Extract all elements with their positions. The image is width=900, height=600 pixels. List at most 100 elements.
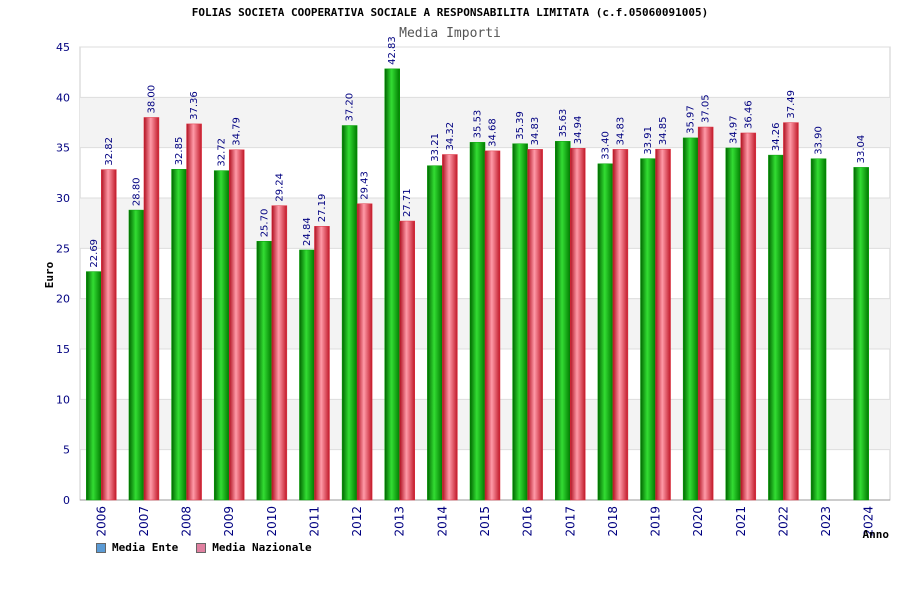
- y-tick-label: 30: [56, 192, 70, 205]
- bar-media-nazionale: [527, 149, 543, 501]
- x-tick-label: 2006: [94, 506, 108, 537]
- value-label-media-ente: 33.91: [643, 126, 654, 155]
- y-tick-label: 0: [63, 494, 70, 507]
- bar-media-ente: [682, 137, 699, 501]
- x-tick-label: 2012: [350, 506, 364, 537]
- legend-label-nazionale: Media Nazionale: [212, 541, 312, 554]
- value-label-media-ente: 35.39: [515, 111, 526, 140]
- bar-media-nazionale: [314, 226, 330, 501]
- value-label-media-nazionale: 37.49: [786, 90, 797, 119]
- value-label-media-ente: 35.53: [473, 110, 484, 139]
- x-tick-label: 2020: [691, 506, 705, 537]
- x-tick-label: 2021: [734, 506, 748, 537]
- chart-subtitle: Media Importi: [399, 26, 501, 41]
- value-label-media-ente: 34.26: [771, 122, 782, 151]
- bar-media-ente: [213, 170, 230, 501]
- value-label-media-nazionale: 34.68: [488, 118, 499, 147]
- y-tick-label: 45: [56, 41, 70, 54]
- bar-media-nazionale: [612, 149, 629, 501]
- legend-swatch-nazionale: [196, 542, 207, 553]
- bar-media-ente: [427, 165, 443, 501]
- bar-media-nazionale: [271, 205, 288, 501]
- bar-media-ente: [640, 158, 656, 501]
- value-label-media-nazionale: 34.79: [232, 117, 243, 146]
- bar-media-nazionale: [442, 154, 458, 501]
- x-axis-ticks: 2006 2007 2008 2009 2010 2011 2012 2013 2014 2015…: [94, 506, 875, 537]
- value-label-media-ente: 32.85: [174, 137, 185, 166]
- value-label-media-ente: 35.63: [558, 109, 569, 138]
- legend-item-nazionale: Media Nazionale: [196, 541, 312, 554]
- bar-media-nazionale: [399, 220, 415, 501]
- bar-media-nazionale: [186, 123, 202, 501]
- bar-media-ente: [299, 249, 315, 501]
- bar-media-ente: [512, 143, 528, 501]
- value-label-media-ente: 33.21: [430, 133, 441, 162]
- y-axis-ticks: 0 5 10 15 20 25 30 35 40 45: [56, 41, 70, 507]
- bar-media-ente: [555, 141, 571, 501]
- y-tick-label: 25: [56, 242, 70, 255]
- x-tick-label: 2019: [649, 506, 663, 537]
- value-label-media-nazionale: 34.85: [658, 117, 669, 146]
- bar-media-nazionale: [783, 122, 799, 501]
- value-label-media-nazionale: 34.94: [573, 116, 584, 145]
- bar-media-nazionale: [143, 117, 160, 501]
- bar-media-nazionale: [356, 203, 373, 501]
- y-axis-label: Euro: [43, 261, 56, 288]
- bar-media-ente: [725, 147, 742, 501]
- value-label-media-nazionale: 29.43: [360, 171, 371, 200]
- legend-item-ente: Media Ente: [96, 541, 178, 554]
- x-tick-label: 2015: [478, 506, 492, 537]
- value-label-media-ente: 34.97: [728, 115, 739, 144]
- x-tick-label: 2013: [393, 506, 407, 537]
- bar-media-nazionale: [740, 132, 757, 501]
- y-tick-label: 20: [56, 293, 70, 306]
- bar-media-nazionale: [228, 149, 245, 501]
- y-tick-label: 15: [56, 343, 70, 356]
- value-label-media-nazionale: 32.82: [104, 137, 115, 166]
- y-tick-label: 40: [56, 91, 70, 104]
- value-label-media-ente: 32.72: [217, 138, 228, 167]
- bar-media-ente: [810, 158, 827, 501]
- chart-title: FOLIAS SOCIETA COOPERATIVA SOCIALE A RES…: [192, 6, 709, 19]
- bar-media-ente: [768, 154, 784, 501]
- value-label-media-ente: 42.83: [387, 36, 398, 65]
- x-axis-label: Anno: [863, 528, 890, 541]
- x-tick-label: 2010: [265, 506, 279, 537]
- value-label-media-nazionale: 34.83: [615, 117, 626, 146]
- value-label-media-nazionale: 29.24: [274, 173, 285, 202]
- value-label-media-ente: 37.20: [345, 93, 356, 122]
- value-label-media-ente: 35.97: [686, 105, 697, 134]
- x-tick-label: 2024: [862, 506, 876, 537]
- legend: Media Ente Media Nazionale: [96, 541, 312, 554]
- bar-media-nazionale: [570, 148, 586, 501]
- bar-media-ente: [86, 271, 102, 501]
- legend-label-ente: Media Ente: [112, 541, 179, 554]
- x-tick-label: 2014: [435, 506, 449, 537]
- bar-media-ente: [171, 169, 187, 501]
- x-tick-label: 2017: [563, 506, 577, 537]
- value-label-media-ente: 33.40: [600, 131, 611, 160]
- y-tick-label: 10: [56, 393, 70, 406]
- value-label-media-nazionale: 27.19: [317, 194, 328, 223]
- value-label-media-ente: 22.69: [89, 239, 100, 268]
- bar-media-nazionale: [697, 126, 714, 501]
- value-label-media-nazionale: 34.83: [530, 117, 541, 146]
- bar-media-ente: [256, 241, 273, 501]
- x-tick-label: 2009: [222, 506, 236, 537]
- y-tick-label: 35: [56, 142, 70, 155]
- x-tick-label: 2011: [307, 506, 321, 537]
- value-label-media-ente: 33.90: [814, 126, 825, 155]
- value-label-media-ente: 33.04: [856, 135, 867, 164]
- x-tick-label: 2007: [137, 506, 151, 537]
- value-label-media-nazionale: 38.00: [146, 85, 157, 114]
- x-tick-label: 2022: [776, 506, 790, 537]
- value-label-media-nazionale: 27.71: [402, 188, 413, 217]
- y-tick-label: 5: [63, 444, 70, 457]
- value-label-media-nazionale: 34.32: [445, 122, 456, 151]
- value-label-media-nazionale: 36.46: [743, 100, 754, 129]
- x-tick-label: 2018: [606, 506, 620, 537]
- value-label-media-nazionale: 37.36: [189, 91, 200, 120]
- bar-media-ente: [384, 68, 400, 501]
- x-tick-label: 2016: [521, 506, 535, 537]
